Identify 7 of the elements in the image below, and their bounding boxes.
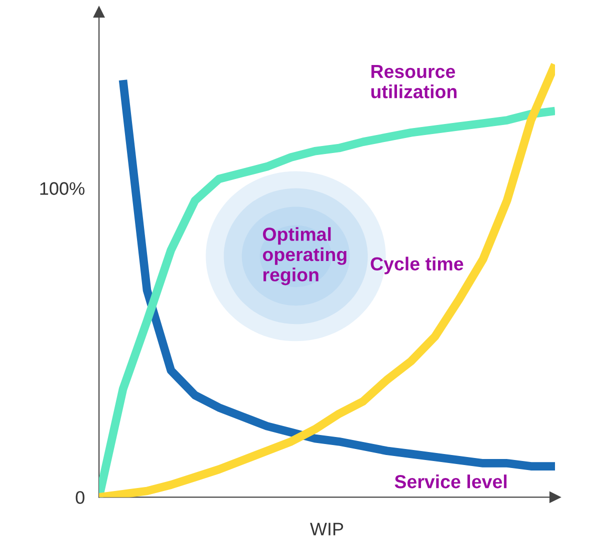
series-label: Cycle time (370, 256, 464, 274)
y-tick-label: 100% (40, 182, 84, 195)
y-tick-label: 0 (76, 491, 84, 504)
series-label: Service level (394, 474, 507, 488)
annotation: Optimal operating region (262, 227, 346, 286)
series-label: Resource utilization (371, 65, 457, 98)
x-axis-title: WIP (310, 522, 344, 536)
